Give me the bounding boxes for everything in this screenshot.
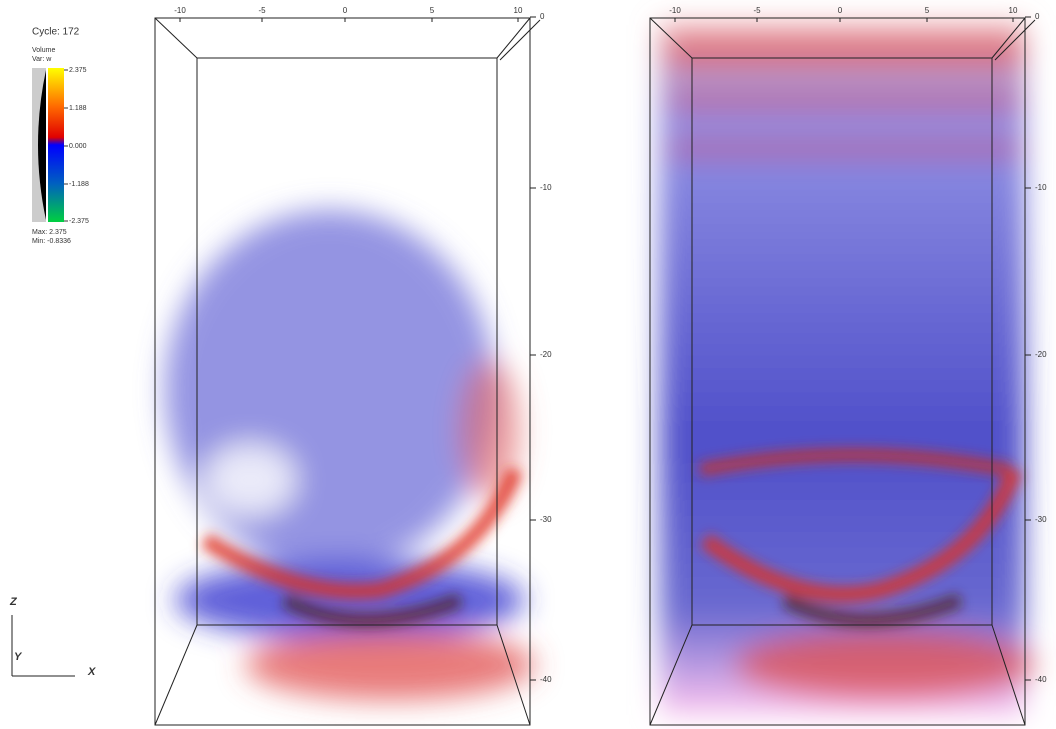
legend-tick-label: 2.375 xyxy=(69,67,87,74)
x-tick-label: 10 xyxy=(1009,6,1018,15)
z-tick-label: -10 xyxy=(540,183,552,192)
z-tick-label: -30 xyxy=(540,515,552,524)
visualization: Cycle: 172 Volume Var: w Max: 2.375 Min:… xyxy=(0,0,1056,729)
volume-left xyxy=(165,210,535,700)
x-tick-label: 10 xyxy=(514,6,523,15)
x-tick-label: -10 xyxy=(669,6,681,15)
z-tick-label: -20 xyxy=(540,350,552,359)
x-tick-label: -10 xyxy=(174,6,186,15)
x-tick-label: 0 xyxy=(343,6,348,15)
z-tick-label: 0 xyxy=(1035,12,1040,21)
z-tick-label: -10 xyxy=(1035,183,1047,192)
z-tick-label: -30 xyxy=(1035,515,1047,524)
legend-tick-label: -1.188 xyxy=(69,181,89,188)
legend-tick-label: -2.375 xyxy=(69,218,89,225)
x-tick-label: 5 xyxy=(430,6,435,15)
color-bar xyxy=(48,68,64,222)
axis-triad: Z Y X xyxy=(9,596,96,678)
y-axis-label: Y xyxy=(14,651,23,663)
plot-label: Volume xyxy=(32,47,55,54)
variable-label: Var: w xyxy=(32,56,52,63)
cycle-label: Cycle: 172 xyxy=(32,27,80,38)
x-tick-label: -5 xyxy=(258,6,266,15)
z-tick-label: -40 xyxy=(1035,675,1047,684)
volume-right xyxy=(660,25,1035,715)
legend-tick-label: 0.000 xyxy=(69,143,87,150)
z-tick-label: -40 xyxy=(540,675,552,684)
max-label: Max: 2.375 xyxy=(32,229,67,236)
min-label: Min: -0.8336 xyxy=(32,238,71,245)
legend-tick-label: 1.188 xyxy=(69,105,87,112)
x-tick-label: -5 xyxy=(753,6,761,15)
x-axis-label: X xyxy=(87,666,96,678)
z-tick-label: -20 xyxy=(1035,350,1047,359)
x-tick-label: 0 xyxy=(838,6,843,15)
z-tick-label: 0 xyxy=(540,12,545,21)
z-axis-label: Z xyxy=(9,596,18,608)
legend: Cycle: 172 Volume Var: w Max: 2.375 Min:… xyxy=(32,27,80,245)
x-tick-label: 5 xyxy=(925,6,930,15)
